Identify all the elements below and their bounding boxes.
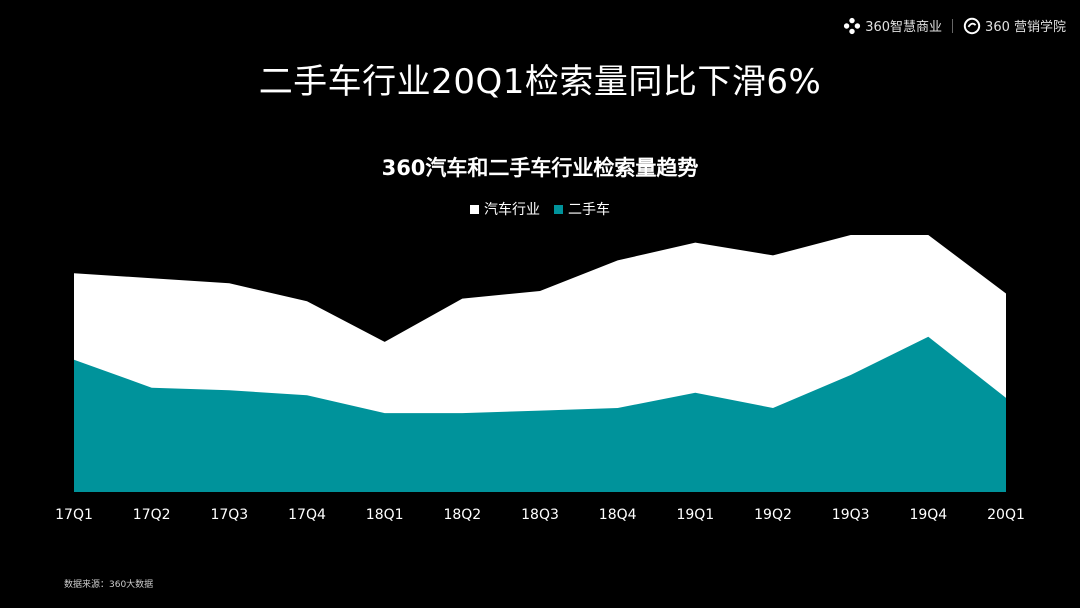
chart-title: 360汽车和二手车行业检索量趋势 [381, 156, 699, 180]
x-tick-label: 18Q1 [366, 507, 404, 523]
legend-label-used: 二手车 [568, 202, 610, 218]
flower-logo-icon [844, 17, 861, 34]
x-tick-label: 17Q2 [133, 507, 171, 523]
x-tick-label: 18Q2 [443, 507, 481, 523]
brand-right-label: 360 营销学院 [985, 20, 1066, 35]
x-tick-label: 18Q4 [599, 507, 637, 523]
legend-item-used: 二手车 [554, 199, 610, 219]
x-tick-label: 19Q1 [676, 507, 714, 523]
brand-right: 360 营销学院 [963, 16, 1066, 35]
ring-logo-icon [963, 17, 981, 34]
page-title: 二手车行业20Q1检索量同比下滑6% [258, 62, 822, 102]
x-tick-label: 18Q3 [521, 507, 559, 523]
brand-bar: 360智慧商业 360 营销学院 [843, 16, 1066, 35]
x-tick-label: 20Q1 [987, 507, 1025, 523]
area-series-used [74, 336, 1006, 492]
brand-divider [952, 18, 954, 33]
x-tick-label: 19Q4 [909, 507, 947, 523]
x-tick-label: 17Q4 [288, 507, 326, 523]
x-tick-label: 17Q3 [210, 507, 248, 523]
legend-swatch-auto [470, 204, 479, 214]
legend-swatch-used [554, 204, 563, 214]
x-tick-label: 19Q2 [754, 507, 792, 523]
data-source-note: 数据来源：360大数据 [64, 580, 154, 590]
chart-legend: 汽车行业 二手车 [0, 199, 1080, 219]
brand-left-label: 360智慧商业 [865, 20, 943, 35]
x-tick-label: 17Q1 [55, 507, 93, 523]
x-tick-label: 19Q3 [832, 507, 870, 523]
legend-item-auto: 汽车行业 [470, 199, 540, 219]
brand-left: 360智慧商业 [843, 16, 942, 35]
legend-label-auto: 汽车行业 [484, 202, 540, 218]
